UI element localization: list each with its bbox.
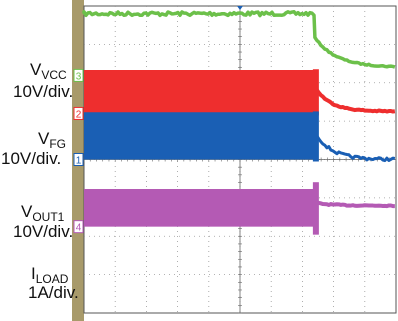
iload-scale: 1A/div. bbox=[28, 283, 79, 302]
vcc-scale: 10V/div. bbox=[13, 82, 73, 101]
svg-text:VVCC: VVCC bbox=[30, 60, 67, 82]
marker-box bbox=[73, 220, 84, 234]
label-vcc: VVCC 10V/div. bbox=[13, 60, 73, 101]
trace-iload bbox=[84, 182, 395, 235]
switching-band bbox=[84, 190, 315, 227]
vout1-name-main: V bbox=[21, 202, 33, 221]
vfg-name-main: V bbox=[38, 129, 50, 148]
label-vout1: VOUT1 10V/div. bbox=[13, 202, 73, 241]
marker-number: 4 bbox=[76, 223, 82, 234]
marker-box bbox=[73, 68, 84, 82]
event-edge bbox=[312, 111, 319, 162]
svg-text:ILOAD: ILOAD bbox=[31, 264, 69, 286]
vout1-scale: 10V/div. bbox=[13, 222, 73, 241]
switching-band bbox=[84, 113, 315, 160]
marker-box bbox=[73, 153, 84, 166]
trigger-marker bbox=[237, 6, 243, 10]
traces bbox=[82, 10, 396, 235]
trace-line bbox=[82, 10, 396, 69]
label-vfg: VFG 10V/div. bbox=[1, 129, 66, 168]
iload-name-main: I bbox=[31, 264, 36, 283]
channel-marker-2: 2 bbox=[73, 106, 84, 120]
marker-number: 2 bbox=[76, 109, 82, 120]
vout1-name-sub: OUT1 bbox=[32, 210, 64, 224]
svg-text:VOUT1: VOUT1 bbox=[21, 202, 65, 224]
vcc-name-sub: VCC bbox=[41, 68, 67, 82]
switching-band bbox=[84, 71, 315, 114]
event-edge bbox=[312, 182, 319, 235]
iload-name-sub: LOAD bbox=[36, 272, 69, 286]
channel-marker-4: 4 bbox=[73, 220, 84, 234]
marker-box bbox=[73, 106, 84, 120]
vfg-name-sub: FG bbox=[49, 137, 66, 151]
trace-vout1 bbox=[84, 111, 396, 163]
vfg-scale: 10V/div. bbox=[1, 149, 61, 168]
channel-marker-1: 1 bbox=[73, 153, 84, 167]
trace-after-event bbox=[312, 85, 396, 114]
event-edge bbox=[312, 69, 319, 116]
label-iload: ILOAD 1A/div. bbox=[28, 264, 79, 302]
trace-vcc bbox=[82, 10, 396, 69]
marker-number: 3 bbox=[76, 71, 82, 82]
svg-text:VFG: VFG bbox=[38, 129, 66, 151]
channel-marker-3: 3 bbox=[73, 68, 84, 82]
trace-after-event bbox=[312, 200, 395, 227]
channel-markers: 3 2 1 4 bbox=[73, 68, 84, 234]
marker-number: 1 bbox=[76, 156, 82, 167]
vcc-name-main: V bbox=[30, 60, 42, 79]
trace-vfg bbox=[84, 69, 396, 116]
trace-after-event bbox=[313, 129, 396, 163]
